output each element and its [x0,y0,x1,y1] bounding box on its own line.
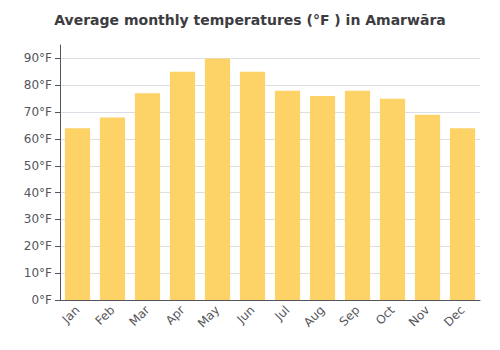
svg-text:30°F: 30°F [24,212,52,226]
svg-text:Average monthly temperatures (: Average monthly temperatures (°F ) in Am… [54,12,446,28]
svg-text:60°F: 60°F [24,132,52,146]
svg-text:40°F: 40°F [24,186,52,200]
svg-text:Dec: Dec [441,303,467,329]
svg-text:May: May [195,303,222,330]
svg-text:Oct: Oct [373,303,398,328]
svg-text:80°F: 80°F [24,78,52,92]
svg-text:90°F: 90°F [24,51,52,65]
svg-text:0°F: 0°F [31,293,52,307]
svg-text:70°F: 70°F [24,105,52,119]
svg-text:50°F: 50°F [24,159,52,173]
svg-text:Feb: Feb [93,303,118,328]
svg-text:Jan: Jan [59,303,83,327]
svg-text:Jul: Jul [272,303,293,324]
svg-text:10°F: 10°F [24,266,52,280]
svg-text:Apr: Apr [163,303,188,328]
svg-text:Mar: Mar [127,303,153,329]
svg-text:Nov: Nov [406,303,432,329]
svg-text:Jun: Jun [234,303,258,327]
svg-text:Aug: Aug [301,303,327,329]
svg-text:Sep: Sep [337,303,363,329]
svg-text:20°F: 20°F [24,239,52,253]
